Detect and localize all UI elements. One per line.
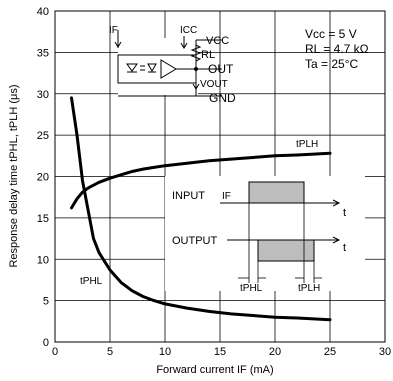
y-tick-label: 5 [43,296,49,308]
y-tick-label: 35 [37,47,49,59]
vout-arrow [192,83,200,90]
condition-vcc: Vcc = 5 V [305,27,357,41]
series-line-tphl [70,96,332,322]
circuit-label-if: IF [109,25,118,36]
timing-label-input: INPUT [172,190,205,202]
x-tick-label: 0 [52,346,58,358]
x-tick-label: 10 [159,346,171,358]
condition-rl: RL = 4.7 kΩ [305,42,369,56]
y-tick-label: 30 [37,89,49,101]
circuit-label-rl: RL [201,49,215,61]
timing-label-t2: t [343,242,346,254]
y-tick-label: 40 [37,6,49,18]
led-icon [126,63,138,72]
out-node [194,67,198,71]
series-label-tphl: tPHL [80,276,103,287]
timing-label-if: IF [222,191,231,202]
test-conditions: Vcc = 5 V RL = 4.7 kΩ Ta = 25°C [305,27,369,71]
x-axis-label: Forward current IF (mA) [156,364,273,376]
timing-label-output: OUTPUT [172,235,218,247]
x-tick-label: 25 [324,346,336,358]
x-tick-label: 20 [269,346,281,358]
circuit-label-out: OUT [208,62,234,76]
if-arrow [114,41,122,48]
circuit-label-vcc: VCC [206,35,229,47]
y-tick-label: 0 [43,337,49,349]
input-pulse [248,181,305,204]
test-circuit [114,30,222,97]
x-tick-label: 30 [379,346,391,358]
timing-label-t1: t [343,207,346,219]
amplifier-icon [160,59,177,79]
x-tick-label: 15 [214,346,226,358]
y-tick-label: 10 [37,254,49,266]
y-axis-label: Response delay time tPHL, tPLH (μs) [8,84,20,267]
circuit-background [118,38,198,95]
series-line-tplh [70,151,332,210]
x-tick-label: 5 [107,346,113,358]
axis-ticks: 0 5 10 15 20 25 30 0 5 10 15 20 25 30 35 40 [37,6,391,358]
circuit-label-icc: ICC [180,25,197,36]
circuit-label-vout: VOUT [200,79,228,90]
output-pulse [257,239,315,262]
load-resistor [190,44,202,62]
timing-label-tplh: tPLH [298,283,320,294]
timing-diagram: INPUT IF t OUTPUT t tPHL tPLH [165,176,365,294]
y-tick-label: 20 [37,172,49,184]
condition-ta: Ta = 25°C [305,57,358,71]
output-time-arrow [332,236,341,244]
timing-label-tphl: tPHL [240,283,263,294]
circuit-labels: IF ICC VCC RL OUT VOUT GND [109,25,236,105]
y-tick-label: 25 [37,130,49,142]
circuit-label-gnd: GND [209,91,236,105]
photodiode-icon [147,63,157,73]
series-group [70,96,332,322]
input-time-arrow [332,199,341,207]
y-tick-label: 15 [37,213,49,225]
series-label-tplh: tPLH [296,139,318,150]
